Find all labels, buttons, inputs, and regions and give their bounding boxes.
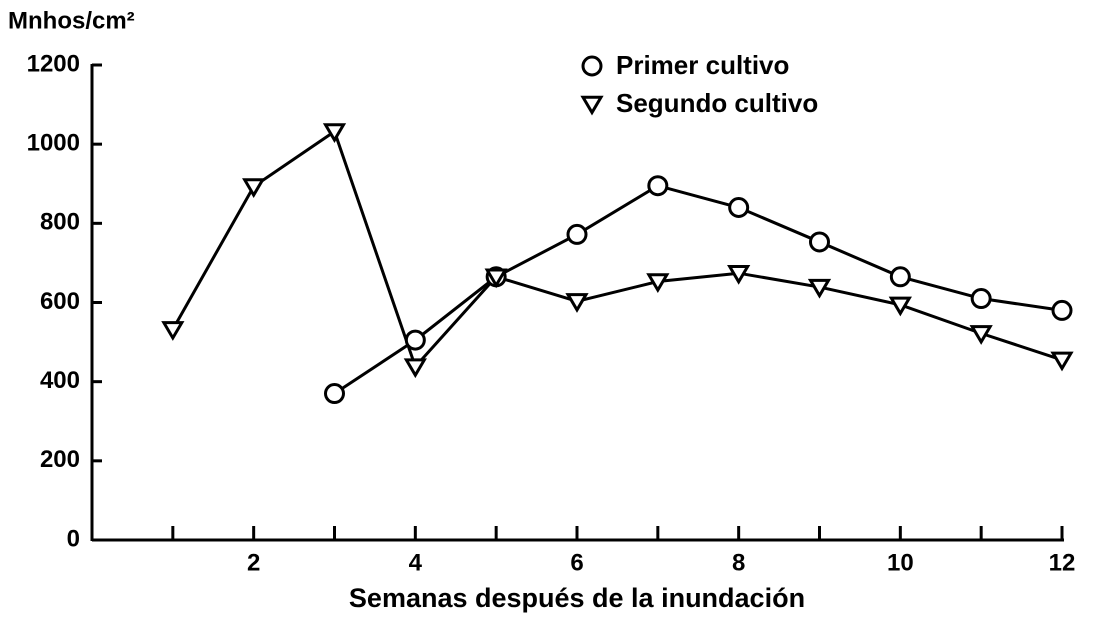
x-tick-label: 8 <box>732 549 745 576</box>
x-tick-label: 2 <box>247 549 260 576</box>
y-tick-label: 800 <box>40 209 80 236</box>
marker <box>970 288 992 310</box>
marker <box>403 358 427 379</box>
y-tick-label: 1000 <box>27 130 80 157</box>
series-line <box>171 129 1063 370</box>
marker <box>242 178 266 199</box>
x-tick-label: 10 <box>887 549 914 576</box>
y-tick-label: 1200 <box>27 50 80 77</box>
x-tick-label: 4 <box>409 549 423 576</box>
marker <box>1050 351 1074 372</box>
y-tick-label: 200 <box>40 446 80 473</box>
x-tick-label: 6 <box>570 549 583 576</box>
legend-marker <box>581 55 603 77</box>
marker <box>809 231 830 253</box>
y-tick-label: 400 <box>40 367 80 394</box>
marker <box>484 268 508 289</box>
marker <box>646 273 670 294</box>
marker <box>969 325 993 345</box>
marker <box>566 223 588 245</box>
legend-marker <box>580 95 604 116</box>
y-axis-label: Mnhos/cm² <box>8 7 135 34</box>
marker <box>647 175 669 197</box>
marker <box>888 296 912 317</box>
series-line <box>333 184 1063 395</box>
marker <box>1051 299 1073 321</box>
marker <box>727 264 751 285</box>
legend-label: Segundo cultivo <box>616 88 818 118</box>
x-axis-label: Semanas después de la inundación <box>349 583 805 613</box>
x-tick-label: 12 <box>1049 549 1076 576</box>
y-tick-label: 600 <box>40 288 80 315</box>
marker <box>161 321 185 341</box>
marker <box>324 383 345 405</box>
marker <box>728 197 750 218</box>
legend-label: Primer cultivo <box>616 50 789 80</box>
marker <box>404 329 426 351</box>
marker <box>322 123 347 144</box>
marker <box>807 278 832 299</box>
marker <box>565 293 589 313</box>
y-tick-label: 0 <box>67 525 80 552</box>
marker <box>889 266 911 288</box>
